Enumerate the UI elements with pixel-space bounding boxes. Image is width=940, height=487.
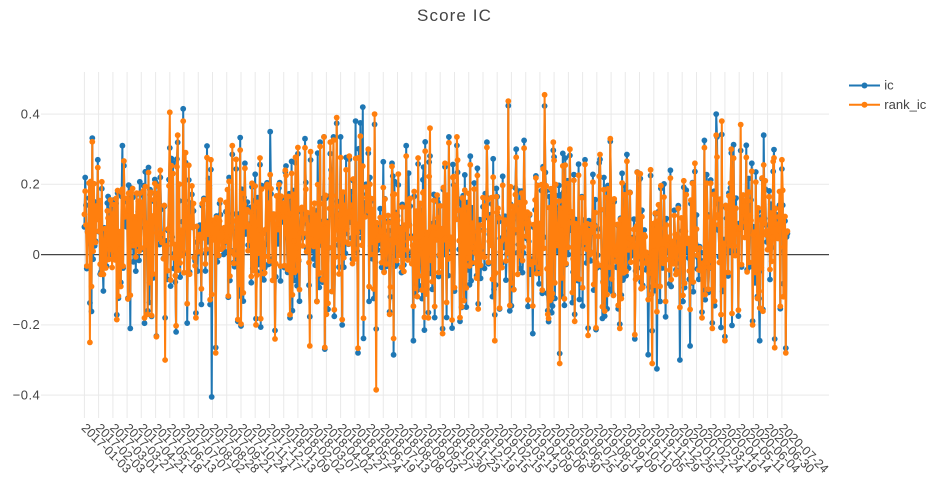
svg-text:−0.2: −0.2 [13, 317, 41, 332]
svg-text:0: 0 [33, 247, 41, 262]
svg-text:−0.4: −0.4 [13, 387, 41, 402]
svg-text:0.2: 0.2 [21, 177, 41, 192]
svg-text:rank_ic: rank_ic [884, 97, 926, 112]
svg-text:0.4: 0.4 [21, 106, 41, 121]
svg-text:Score IC: Score IC [417, 6, 492, 25]
svg-text:ic: ic [884, 78, 894, 93]
